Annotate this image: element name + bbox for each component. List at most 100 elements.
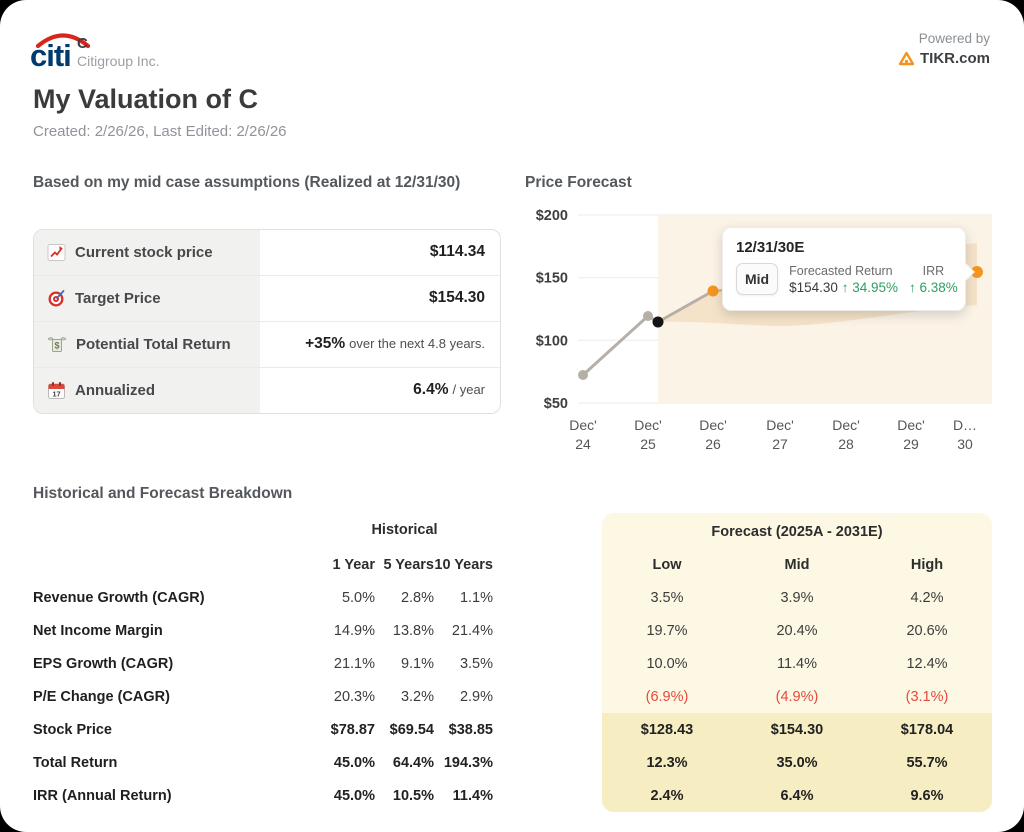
x-axis-label: 26 — [705, 436, 721, 452]
cell: 3.5% — [459, 655, 493, 672]
cell: 194.3% — [443, 754, 493, 771]
irr-label: IRR — [922, 263, 945, 278]
assumptions-table: Current stock price $114.34 Target Price… — [33, 229, 501, 414]
x-axis-label: Dec' — [699, 417, 727, 433]
row-label: Annualized — [75, 382, 156, 399]
row-label: Revenue Growth (CAGR) — [33, 589, 205, 606]
cell: $178.04 — [900, 721, 954, 738]
row-label: Target Price — [75, 290, 161, 307]
data-point-dec30[interactable] — [971, 266, 983, 278]
row-value-suffix: / year — [452, 382, 485, 397]
cell: 3.9% — [780, 589, 814, 606]
row-value: 6.4% — [413, 381, 449, 398]
cell: 45.0% — [333, 754, 375, 771]
y-axis-label: $50 — [544, 396, 568, 412]
row-label: Potential Total Return — [76, 336, 231, 353]
money-wings-icon: $ — [47, 337, 67, 352]
mid-case-badge[interactable]: Mid — [736, 263, 779, 295]
row-label: Total Return — [33, 754, 118, 771]
table-row: Revenue Growth (CAGR) 5.0% 2.8% 1.1% 3.5… — [33, 581, 992, 614]
page-subtitle: Created: 2/26/26, Last Edited: 2/26/26 — [33, 123, 287, 140]
table-row: Target Price $154.30 — [34, 275, 500, 321]
svg-text:17: 17 — [52, 390, 60, 399]
x-axis-label: 29 — [903, 436, 919, 452]
x-axis-label: Dec' — [569, 417, 597, 433]
data-point-dec26[interactable] — [707, 285, 719, 297]
table-row: Net Income Margin 14.9% 13.8% 21.4% 19.7… — [33, 614, 992, 647]
row-label: Net Income Margin — [33, 622, 163, 639]
y-axis-label: $150 — [536, 271, 568, 287]
x-axis-label: Dec' — [832, 417, 860, 433]
col-header-10years: 10 Years — [434, 557, 493, 573]
tikr-brand-link[interactable]: TIKR.com — [919, 50, 990, 67]
col-header-low: Low — [652, 557, 682, 573]
cell: 14.9% — [333, 622, 375, 639]
col-header-5years: 5 Years — [383, 557, 434, 573]
table-row: IRR (Annual Return) 45.0% 10.5% 11.4% 2.… — [33, 779, 992, 812]
table-row: $ Potential Total Return +35% over the n… — [34, 321, 500, 367]
cell: $154.30 — [770, 721, 824, 738]
column-header-row: 1 Year 5 Years 10 Years Low Mid High — [33, 549, 992, 581]
forecast-results-panel — [602, 713, 992, 812]
tooltip-date: 12/31/30E — [736, 239, 805, 256]
cell: 19.7% — [646, 622, 688, 639]
cell: 35.0% — [776, 754, 818, 771]
cell: 21.4% — [451, 622, 493, 639]
cell: 13.8% — [392, 622, 434, 639]
row-label: Stock Price — [33, 721, 112, 738]
cell: 3.5% — [650, 589, 684, 606]
x-axis-label: 25 — [640, 436, 656, 452]
powered-by-label: Powered by — [918, 31, 990, 46]
cell: 3.2% — [400, 688, 434, 705]
col-header-mid: Mid — [784, 557, 810, 573]
row-value-suffix: over the next 4.8 years. — [349, 336, 485, 351]
col-header-high: High — [910, 557, 944, 573]
cell: 10.0% — [646, 655, 688, 672]
breakdown-heading: Historical and Forecast Breakdown — [33, 485, 293, 502]
forecasted-return-label: Forecasted Return — [789, 263, 893, 278]
x-axis-label: Dec' — [766, 417, 794, 433]
cell: 55.7% — [906, 754, 948, 771]
historical-group-header: Historical — [371, 522, 438, 538]
cell: 11.4% — [452, 787, 493, 804]
cell: 2.9% — [459, 688, 493, 705]
cell: 11.4% — [776, 655, 818, 672]
cell: 5.0% — [341, 589, 375, 606]
irr-value: ↑ 6.38% — [908, 279, 958, 295]
cell: 12.3% — [646, 754, 688, 771]
row-label: IRR (Annual Return) — [33, 787, 172, 804]
row-value: $114.34 — [429, 243, 485, 260]
table-row: Current stock price $114.34 — [34, 230, 500, 275]
historical-price-line — [581, 289, 714, 377]
row-label: P/E Change (CAGR) — [33, 688, 170, 705]
data-point-dec25[interactable] — [643, 311, 653, 321]
cell: $69.54 — [389, 721, 434, 738]
cell: 9.1% — [400, 655, 434, 672]
cell: 9.6% — [910, 787, 944, 804]
target-icon — [48, 290, 65, 307]
ticker-symbol: C — [77, 35, 88, 52]
data-point-dec24[interactable] — [578, 370, 588, 380]
tikr-logo-icon — [898, 51, 915, 66]
x-axis-label: 30 — [957, 436, 973, 452]
breakdown-table: Historical Forecast (2025A - 2031E) 1 Ye… — [33, 513, 992, 812]
cell: 64.4% — [392, 754, 434, 771]
chart-tooltip: 12/31/30E Mid Forecasted Return $154.30 … — [722, 227, 975, 311]
cell: 6.4% — [780, 787, 814, 804]
powered-by-block: Powered by TIKR.com — [898, 31, 990, 67]
table-row: Total Return 45.0% 64.4% 194.3% 12.3% 35… — [33, 746, 992, 779]
citi-arc-icon — [35, 33, 91, 48]
x-axis-label: D… — [953, 417, 977, 433]
cell: 12.4% — [906, 655, 948, 672]
cell: 10.5% — [392, 787, 434, 804]
y-axis-label: $100 — [536, 333, 568, 349]
y-axis-label: $200 — [536, 208, 568, 224]
row-value: +35% — [305, 335, 346, 352]
assumptions-heading: Based on my mid case assumptions (Realiz… — [33, 174, 461, 191]
table-row: 17 Annualized 6.4% / year — [34, 367, 500, 413]
table-row: P/E Change (CAGR) 20.3% 3.2% 2.9% (6.9%)… — [33, 680, 992, 713]
stock-chart-icon — [47, 244, 66, 261]
company-name: Citigroup Inc. — [77, 53, 160, 69]
data-point-current[interactable] — [652, 316, 664, 328]
